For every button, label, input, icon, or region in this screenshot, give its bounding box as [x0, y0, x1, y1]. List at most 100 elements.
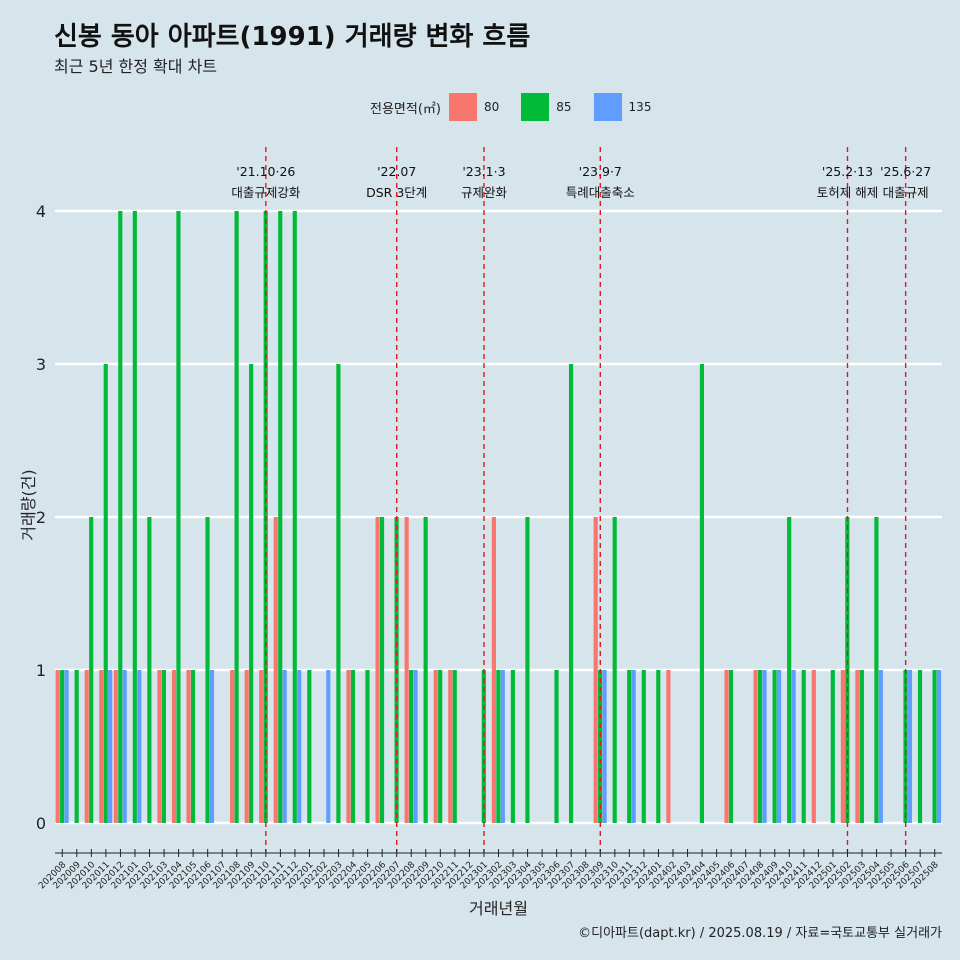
bar-202210-85: [438, 670, 443, 823]
bar-202306-85: [554, 670, 559, 823]
y-tick-label-4: 4: [36, 202, 46, 221]
bar-202105-85: [190, 670, 196, 823]
bar-202011-80: [99, 670, 104, 823]
annotation-date-202309: '23.9·7: [579, 164, 622, 179]
bar-202401-85: [656, 670, 661, 823]
bar-202010-80: [84, 670, 89, 823]
bar-202204-85: [350, 670, 356, 823]
bar-202410-85: [787, 517, 792, 823]
bar-202307-85: [568, 364, 574, 823]
bar-202501-85: [830, 670, 835, 823]
y-tick-label-2: 2: [36, 508, 46, 527]
bar-202109-85: [249, 364, 254, 823]
bar-202211-85: [452, 670, 457, 823]
annotation-date-202301: '23.1·3: [462, 164, 505, 179]
legend-key-80: [448, 93, 477, 121]
legend-label-85: 85: [556, 100, 572, 114]
annotation-label-202301: 규제완화: [461, 185, 508, 200]
bar-202402-80: [666, 670, 671, 823]
bar-202106-135: [209, 670, 215, 823]
annotation-date-202207: '22.07: [377, 164, 416, 179]
y-tick-label-3: 3: [36, 355, 46, 374]
bar-202412-80: [811, 670, 816, 823]
annotation-date-202110: '21.10·26: [236, 164, 295, 179]
bar-202208-80: [404, 517, 409, 823]
legend-label-135: 135: [628, 100, 652, 114]
legend-key-85: [521, 93, 550, 121]
bar-202011-85: [103, 364, 108, 823]
bar-202108-80: [230, 670, 235, 823]
bar-202206-85: [379, 517, 385, 823]
annotation-date-202506: '25.6·27: [880, 164, 931, 179]
bar-202408-80: [753, 670, 758, 823]
bar-202102-85: [147, 517, 152, 823]
bar-202503-85: [859, 670, 864, 823]
bar-202209-85: [423, 517, 428, 823]
bar-202008-85: [60, 670, 65, 823]
bar-202504-135: [878, 670, 883, 823]
bar-202507-85: [917, 670, 923, 823]
annotation-label-202309: 특례대출축소: [566, 185, 635, 200]
bar-202404-85: [699, 364, 704, 823]
bar-202110-80: [259, 670, 264, 823]
bar-202112-135: [297, 670, 302, 823]
y-tick-label-0: 0: [36, 814, 46, 833]
bar-202408-135: [762, 670, 767, 823]
bar-202008-135: [64, 670, 69, 823]
bar-202203-85: [336, 364, 341, 823]
legend-label-80: 80: [483, 100, 500, 114]
x-axis-title: 거래년월: [469, 899, 528, 918]
bar-202508-135: [936, 670, 942, 823]
bar-202208-85: [409, 670, 414, 823]
bar-202211-80: [448, 670, 453, 823]
bar-202506-135: [907, 670, 913, 823]
bar-202309-80: [593, 517, 598, 823]
bar-202009-85: [74, 670, 79, 823]
bar-202101-85: [132, 211, 137, 823]
bar-202508-85: [932, 670, 937, 823]
bar-202206-80: [375, 517, 380, 823]
bar-202311-135: [631, 670, 636, 823]
bar-202202-135: [326, 670, 331, 823]
bar-202111-85: [278, 211, 283, 823]
bar-202109-80: [244, 670, 249, 823]
legend-key-135: [593, 93, 622, 121]
annotation-label-202506: 대출규제: [883, 185, 929, 200]
bar-202311-85: [627, 670, 632, 823]
bar-202312-85: [641, 670, 646, 823]
bar-202012-80: [113, 670, 118, 823]
bar-202108-85: [234, 211, 239, 823]
annotation-label-202502: 토허제 해제: [817, 185, 878, 200]
bar-202303-85: [510, 670, 515, 823]
chart-subtitle: 최근 5년 한정 확대 차트: [54, 57, 218, 76]
bar-202411-85: [801, 670, 806, 823]
bar-202010-85: [89, 517, 94, 823]
bar-202012-85: [118, 211, 123, 823]
annotation-label-202110: 대출규제강화: [231, 185, 301, 200]
bar-202008-80: [55, 670, 60, 823]
bar-202503-80: [855, 670, 860, 823]
bar-202201-85: [307, 670, 312, 823]
bar-202105-80: [186, 670, 191, 823]
bar-202204-80: [346, 670, 351, 823]
legend-title: 전용면적(㎡): [370, 101, 441, 117]
bar-202111-80: [273, 517, 278, 823]
y-axis-title: 거래량(건): [19, 469, 38, 540]
bar-202408-85: [758, 670, 763, 823]
bar-202012-135: [122, 670, 127, 823]
bar-202208-135: [413, 670, 418, 823]
chart-title: 신봉 동아 아파트(1991) 거래량 변화 흐름: [54, 22, 531, 52]
bar-202309-135: [602, 670, 607, 823]
bar-202409-135: [777, 670, 782, 823]
bar-202106-85: [205, 517, 210, 823]
bar-202506-85: [903, 670, 908, 823]
bar-202310-85: [612, 517, 617, 823]
legend: 전용면적(㎡) 80 85 135: [370, 93, 673, 121]
y-tick-label-1: 1: [36, 661, 46, 680]
bar-202103-80: [157, 670, 162, 823]
bar-202101-135: [137, 670, 142, 823]
bar-202301-85: [481, 670, 486, 823]
bar-202104-85: [176, 211, 181, 823]
bar-202409-85: [772, 670, 777, 823]
